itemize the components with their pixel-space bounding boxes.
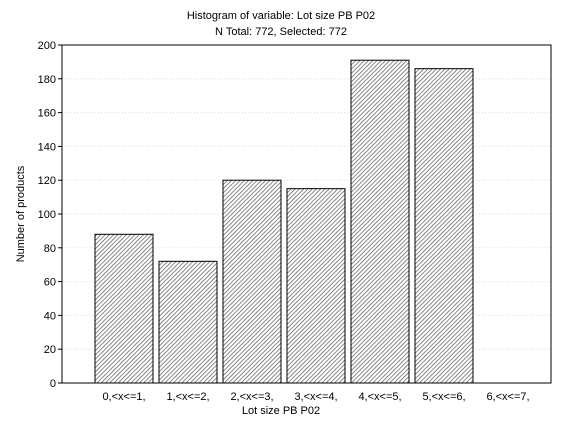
y-tick-label: 120 [38,175,56,187]
y-tick-label: 180 [38,74,56,86]
y-tick-labels: 0 20 40 60 80 100 120 140 160 180 200 [38,40,56,390]
x-tick-label: 4,<x<=5, [358,391,401,403]
histogram-bar [350,59,410,384]
chart-subtitle: N Total: 772, Selected: 772 [215,26,347,38]
histogram-bar [222,179,282,384]
y-tick-label: 80 [44,243,56,255]
histogram-bar [158,260,218,384]
x-tick-label: 6,<x<=7, [486,391,529,403]
histogram-bar [94,233,154,384]
histogram-bar [414,68,474,384]
x-tick-label: 1,<x<=2, [166,391,209,403]
axes [58,44,552,384]
y-tick-label: 60 [44,277,56,289]
y-tick-label: 0 [50,378,56,390]
x-tick-label: 2,<x<=3, [230,391,273,403]
x-tick-label: 3,<x<=4, [294,391,337,403]
y-tick-label: 140 [38,141,56,153]
y-tick-label: 100 [38,209,56,221]
y-tick-label: 20 [44,344,56,356]
x-axis-label: Lot size PB P02 [242,405,320,417]
x-tick-label: 5,<x<=6, [422,391,465,403]
y-tick-label: 160 [38,108,56,120]
x-tick-labels: 0,<x<=1, 1,<x<=2, 2,<x<=3, 3,<x<=4, 4,<x<=5,… [102,391,529,403]
bars [94,59,474,384]
histogram-bar [286,188,346,384]
y-axis-label: Number of products [15,165,27,262]
x-tick-label: 0,<x<=1, [102,391,145,403]
y-tick-label: 40 [44,310,56,322]
chart-title: Histogram of variable: Lot size PB P02 [187,10,375,22]
y-tick-label: 200 [38,40,56,52]
